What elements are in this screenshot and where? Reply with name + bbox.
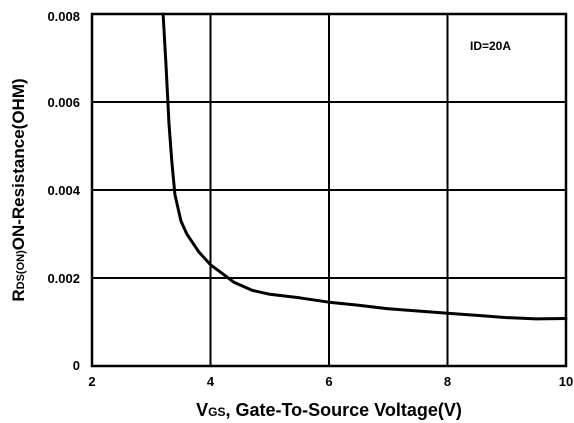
y-axis-title: RDS(ON)ON-Resistance(OHM)	[9, 78, 28, 301]
grid	[92, 14, 566, 366]
x-tick-label: 8	[444, 374, 451, 389]
y-tick-label: 0.002	[47, 271, 80, 286]
x-axis-title-text: , Gate-To-Source Voltage(V)	[226, 400, 462, 420]
y-tick-label: 0	[73, 358, 80, 373]
x-tick-labels: 2 4 6 8 10	[88, 374, 573, 389]
y-tick-label: 0.006	[47, 95, 80, 110]
x-tick-label: 6	[325, 374, 332, 389]
x-tick-label: 10	[559, 374, 573, 389]
y-axis-symbol-subscript: DS(ON)	[15, 250, 27, 289]
x-axis-title: VGS, Gate-To-Source Voltage(V)	[196, 400, 462, 420]
plot-frame	[90, 12, 568, 368]
y-tick-label: 0.008	[47, 9, 80, 24]
x-tick-label: 4	[207, 374, 215, 389]
y-tick-labels: 0 0.002 0.004 0.006 0.008	[47, 9, 80, 373]
x-axis-symbol-subscript: GS	[208, 405, 225, 419]
x-axis-symbol: V	[196, 400, 208, 420]
annotation-label: ID=20A	[470, 39, 511, 53]
y-axis-title-text: ON-Resistance(OHM)	[9, 78, 28, 250]
y-axis-symbol: R	[9, 289, 28, 301]
series-line	[161, 12, 568, 321]
y-tick-label: 0.004	[47, 183, 80, 198]
x-tick-label: 2	[88, 374, 95, 389]
